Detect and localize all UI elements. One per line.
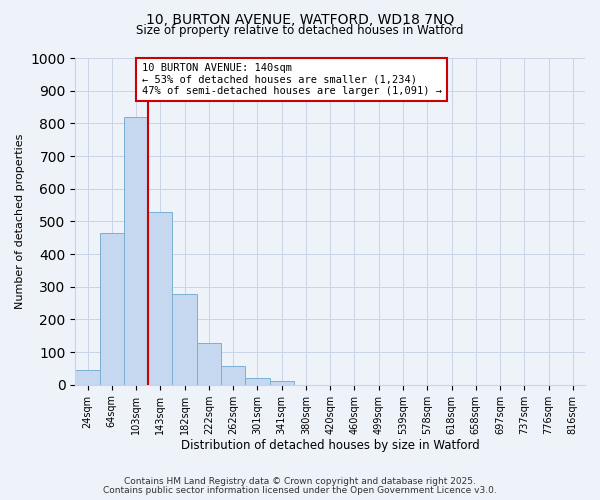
Bar [197,343,221,384]
Text: 10 BURTON AVENUE: 140sqm
← 53% of detached houses are smaller (1,234)
47% of sem: 10 BURTON AVENUE: 140sqm ← 53% of detach… [142,63,442,96]
X-axis label: Distribution of detached houses by size in Watford: Distribution of detached houses by size … [181,440,479,452]
Bar [245,378,269,384]
Text: Contains public sector information licensed under the Open Government Licence v3: Contains public sector information licen… [103,486,497,495]
Bar [172,294,197,384]
Bar [124,118,148,384]
Bar [221,366,245,384]
Bar [148,212,172,384]
Text: 10, BURTON AVENUE, WATFORD, WD18 7NQ: 10, BURTON AVENUE, WATFORD, WD18 7NQ [146,12,454,26]
Text: Size of property relative to detached houses in Watford: Size of property relative to detached ho… [136,24,464,37]
Y-axis label: Number of detached properties: Number of detached properties [15,134,25,309]
Bar [269,382,294,384]
Bar [76,370,100,384]
Text: Contains HM Land Registry data © Crown copyright and database right 2025.: Contains HM Land Registry data © Crown c… [124,477,476,486]
Bar [100,233,124,384]
